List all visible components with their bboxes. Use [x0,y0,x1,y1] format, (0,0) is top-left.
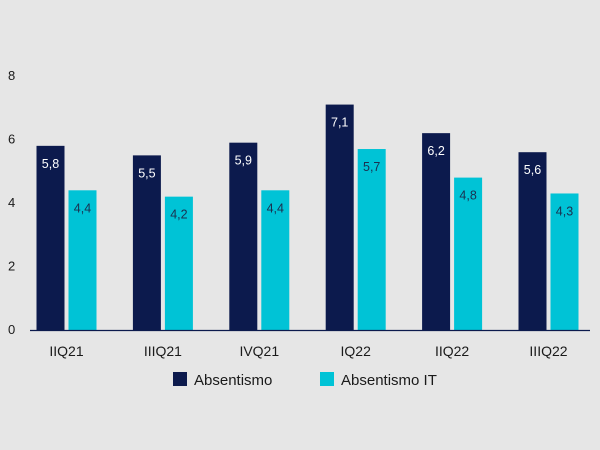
bar-absentismo-it-iiq21 [68,190,97,330]
data-label: 7,1 [331,116,348,130]
y-tick-label: 4 [8,195,15,210]
x-tick-label: IVQ21 [239,343,279,359]
bar-absentismo-iiq22 [422,133,451,330]
x-tick-label: IIIQ22 [529,343,567,359]
data-label: 5,5 [138,166,155,180]
bars: 5,8 4,4 5,5 4,2 5,9 4,4 7,1 5,7 6,2 4,8 5,6 4,3 [36,104,579,330]
bar-absentismo-it-iiiq22 [550,193,579,330]
bar-absentismo-it-ivq21 [261,190,290,330]
bar-absentismo-iiiq21 [132,155,161,330]
data-label: 4,8 [459,189,476,203]
bar-absentismo-it-iiq22 [454,177,483,330]
x-tick-label: IIQ21 [49,343,83,359]
y-axis: 0 2 4 6 8 [8,68,15,337]
bar-absentismo-ivq21 [229,142,258,330]
data-label: 4,4 [74,201,91,215]
bar-absentismo-it-iq22 [357,149,386,330]
data-label: 4,3 [556,204,573,218]
data-label: 4,2 [170,208,187,222]
bar-absentismo-iq22 [325,104,354,330]
bar-absentismo-iiiq22 [518,152,547,330]
legend-label: Absentismo [194,372,272,389]
y-tick-label: 2 [8,259,15,274]
x-tick-label: IQ22 [341,343,372,359]
bar-absentismo-it-iiiq21 [164,196,193,330]
x-tick-label: IIIQ21 [144,343,182,359]
data-label: 4,4 [267,201,284,215]
legend-label: Absentismo IT [341,372,437,389]
bar-absentismo-iiq21 [36,145,65,330]
x-axis: IIQ21 IIIQ21 IVQ21 IQ22 IIQ22 IIIQ22 [30,329,590,359]
legend: Absentismo Absentismo IT [173,372,437,389]
x-tick-label: IIQ22 [435,343,469,359]
y-tick-label: 0 [8,322,15,337]
data-label: 6,2 [427,144,444,158]
y-tick-label: 8 [8,68,15,83]
legend-swatch [320,372,334,386]
data-label: 5,9 [235,154,252,168]
y-tick-label: 6 [8,132,15,147]
data-label: 5,7 [363,160,380,174]
legend-swatch [173,372,187,386]
data-label: 5,8 [42,157,59,171]
data-label: 5,6 [524,163,541,177]
